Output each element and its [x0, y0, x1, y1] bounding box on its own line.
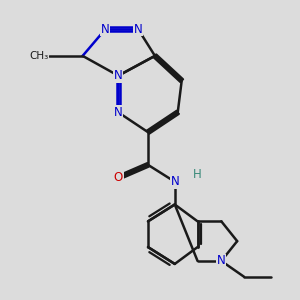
Text: H: H: [193, 168, 202, 181]
Text: O: O: [114, 171, 123, 184]
Text: N: N: [217, 254, 226, 268]
Text: CH₃: CH₃: [30, 51, 49, 61]
Text: N: N: [114, 69, 123, 82]
Text: N: N: [134, 22, 142, 36]
Text: N: N: [114, 106, 123, 119]
Text: N: N: [101, 22, 110, 36]
Text: N: N: [114, 69, 123, 82]
Text: N: N: [170, 175, 179, 188]
